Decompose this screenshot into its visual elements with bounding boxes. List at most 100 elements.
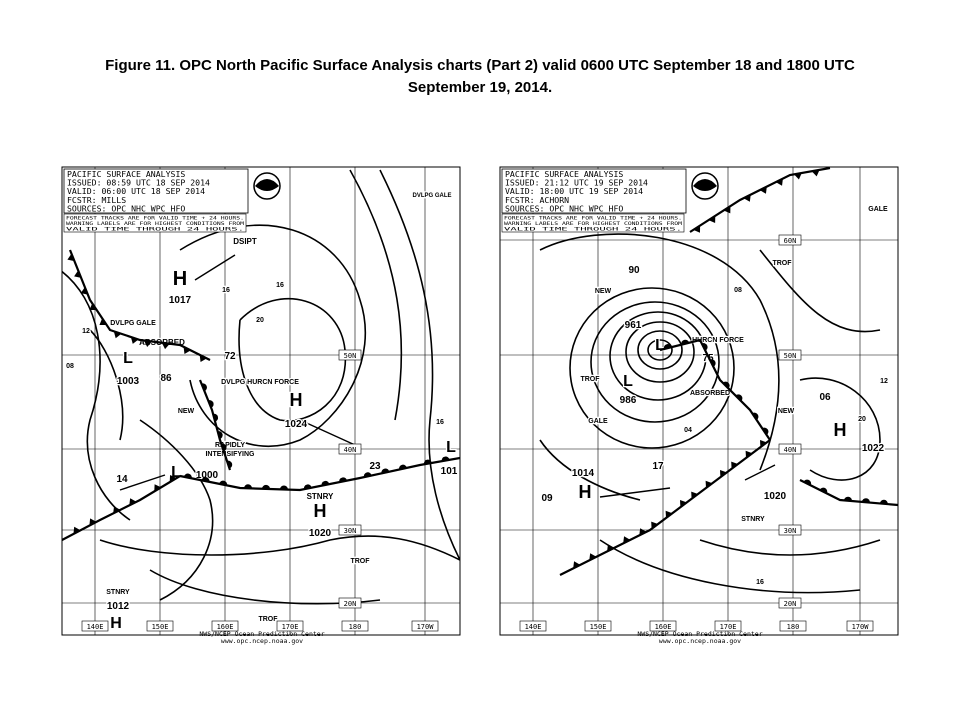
map-label: 72 [224, 351, 236, 362]
map-label: NEW [778, 408, 795, 415]
front [179, 456, 460, 492]
map-label: 16 [222, 287, 230, 294]
label-box [81, 620, 109, 632]
latitude-label: 50N [344, 352, 357, 360]
front [67, 249, 211, 362]
map-label: 1000 [196, 470, 219, 481]
title-line: September 19, 2014. [407, 79, 553, 96]
front-symbol [399, 464, 407, 470]
latitude-label: 20N [784, 600, 797, 608]
note-box [63, 213, 247, 233]
tracks [599, 464, 776, 498]
front-symbol [775, 178, 783, 186]
header-line: ISSUED: 08:59 UTC 18 SEP 2014 [67, 178, 210, 188]
map-label: NEW [178, 408, 195, 415]
map-label: RAPIDLY [215, 442, 245, 449]
latitude-label: 60N [784, 237, 797, 245]
map-label: 20 [256, 317, 264, 324]
longitude-label: 140E [525, 623, 542, 631]
front-symbol [589, 553, 597, 561]
front-symbol [130, 336, 139, 344]
map-frame [499, 166, 899, 636]
map-label: HURCN FORCE [692, 337, 744, 344]
front-symbol [819, 487, 828, 494]
map-label: INTENSIFYING [205, 451, 255, 458]
map-label: TROF [580, 376, 600, 383]
front-symbol [803, 479, 812, 486]
fronts [62, 167, 898, 576]
front-symbol [226, 460, 233, 469]
note-line: WARNING LABELS ARE FOR HIGHEST CONDITION… [504, 221, 682, 227]
front-symbol [129, 498, 137, 506]
front-symbol [665, 510, 673, 518]
noaa-logo [255, 179, 279, 191]
map-label: 90 [628, 265, 640, 276]
map-label: DVLPG GALE [110, 320, 156, 327]
map-label: 17 [652, 461, 664, 472]
front-symbol [879, 499, 888, 505]
map-frame [61, 166, 461, 636]
label-box [714, 620, 742, 632]
front-symbol [199, 354, 207, 362]
map-label: 12 [82, 328, 90, 335]
map-label: DVLPG GALE [412, 193, 451, 199]
header-box [501, 168, 687, 214]
front [799, 479, 898, 507]
map-label: 12 [880, 378, 888, 385]
map-footer: NWS/NCEP Ocean Prediction Center [637, 630, 762, 638]
longitude-label: 170E [282, 623, 299, 631]
map-label: H [834, 420, 847, 440]
longitude-label: 160E [655, 623, 672, 631]
surface-map: 140E 150E 160E 170E 180 170W 50N 40N 30N 20N PACIF… [62, 167, 460, 635]
front-symbol [731, 461, 738, 469]
front-symbol [752, 412, 759, 420]
label-box [779, 620, 807, 632]
front-symbol [759, 186, 767, 194]
front-symbol [793, 172, 802, 180]
front-symbol [735, 394, 743, 402]
longitude-label: 160E [217, 623, 234, 631]
map-label: 06 [819, 392, 831, 403]
map-label: TROF [772, 260, 792, 267]
front [689, 167, 831, 233]
note-box [501, 213, 685, 233]
front-symbol [243, 484, 252, 489]
map-label: 1012 [107, 601, 130, 612]
map-label: 14 [116, 474, 128, 485]
label-box [341, 620, 369, 632]
map-label: ABSORBED [690, 390, 730, 397]
note-line: VALID TIME THROUGH 24 HOURS. [66, 226, 244, 232]
label-box [778, 597, 802, 609]
note-line: WARNING LABELS ARE FOR HIGHEST CONDITION… [66, 221, 244, 227]
map-label: 1014 [572, 468, 595, 479]
front-symbol [843, 496, 852, 502]
latitude-label: 40N [784, 446, 797, 454]
front-line [799, 479, 898, 507]
front-symbol [113, 506, 121, 514]
front-symbol [143, 340, 152, 347]
front-symbol [760, 440, 767, 448]
map-label: H [314, 501, 327, 521]
map-footer: NWS/NCEP Ocean Prediction Center [199, 630, 324, 638]
map-label: 16 [276, 282, 284, 289]
front-symbol [623, 536, 631, 544]
map-label: 101 [441, 466, 458, 477]
front-symbol [441, 456, 450, 462]
label-box [146, 620, 174, 632]
map-label: H [110, 615, 122, 632]
front-symbol [720, 470, 727, 478]
front-symbol [381, 468, 390, 474]
front-symbol [680, 500, 687, 508]
longitude-label: 150E [590, 623, 607, 631]
front-symbol [363, 472, 372, 478]
map-label: L [655, 337, 665, 354]
note-line: FORECAST TRACKS ARE FOR VALID TIME + 24 … [504, 216, 682, 222]
front-symbol [705, 480, 713, 488]
header-line: PACIFIC SURFACE ANALYSIS [67, 169, 185, 179]
front-symbol [762, 427, 769, 435]
longitude-label: 150E [152, 623, 169, 631]
map-footer: www.opc.ncep.noaa.gov [221, 637, 303, 645]
header-line: FCSTR: MILLS [67, 195, 126, 205]
map-footer: www.opc.ncep.noaa.gov [659, 637, 741, 645]
front-symbol [261, 484, 270, 489]
